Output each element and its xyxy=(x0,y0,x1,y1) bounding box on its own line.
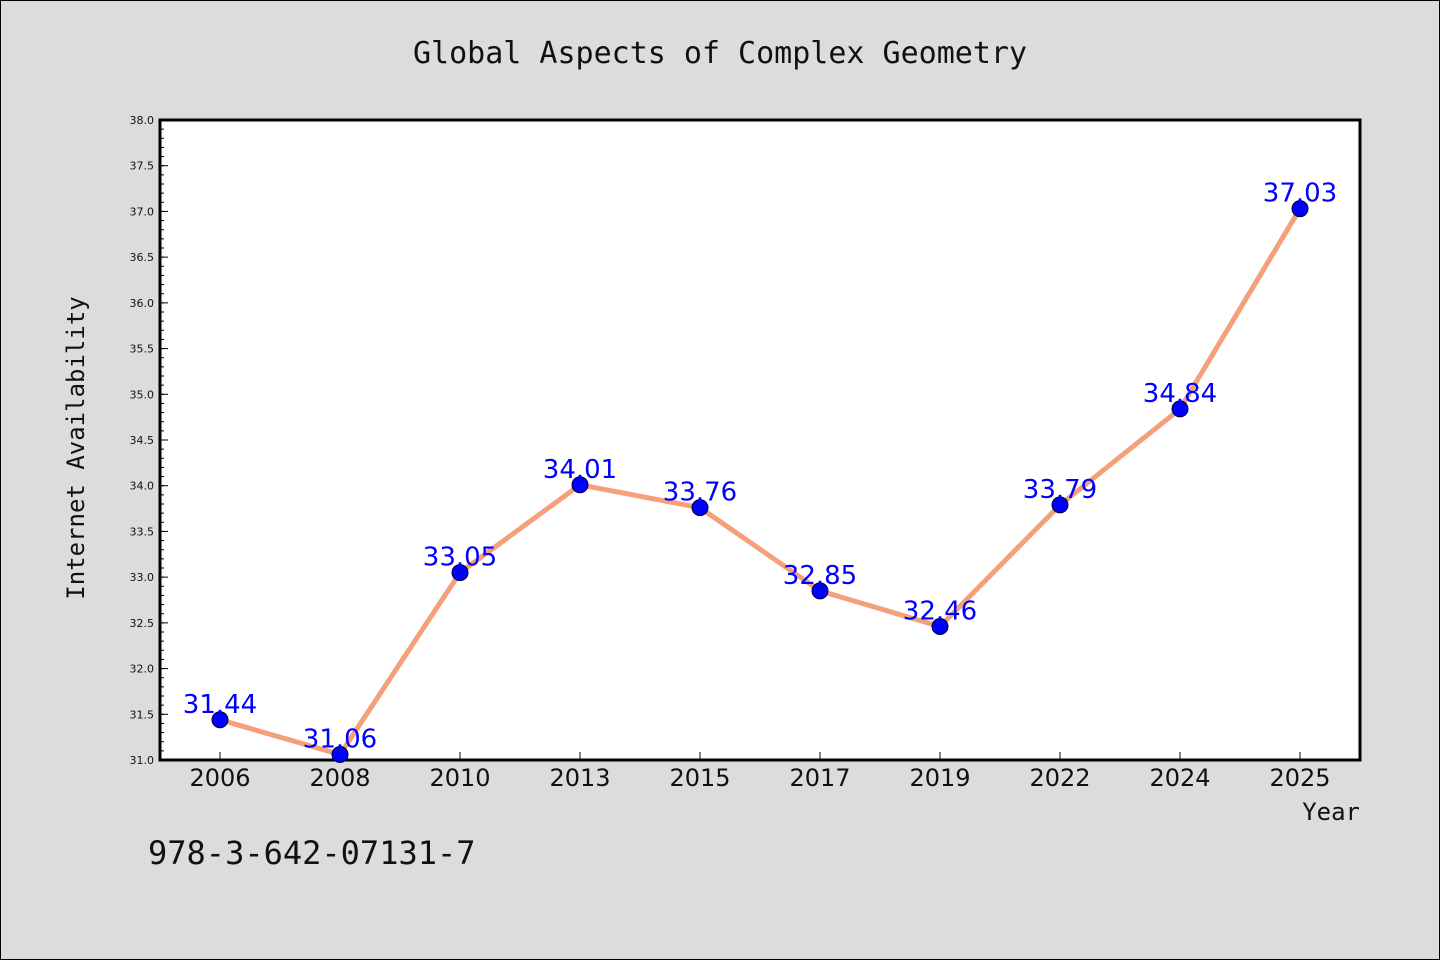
x-tick-label: 2019 xyxy=(909,764,970,792)
x-tick-label: 2015 xyxy=(669,764,730,792)
data-point xyxy=(1171,400,1189,418)
data-label: 33.76 xyxy=(663,478,737,508)
data-label: 31.06 xyxy=(303,725,377,755)
y-tick-label: 35.0 xyxy=(130,388,155,401)
x-tick-label: 2008 xyxy=(309,764,370,792)
chart-title: Global Aspects of Complex Geometry xyxy=(413,36,1027,71)
x-axis-label: Year xyxy=(1302,798,1360,826)
y-tick-label: 32.5 xyxy=(130,617,155,630)
x-axis: 2006 2008 2010 2013 2015 2017 2019 2022 2024 2025 xyxy=(189,752,1331,792)
series-line xyxy=(219,207,1303,758)
data-point xyxy=(1051,496,1069,514)
data-point xyxy=(211,711,229,729)
x-tick-label: 2010 xyxy=(429,764,490,792)
plot-area xyxy=(158,118,1362,762)
footnote-isbn: 978-3-642-07131-7 xyxy=(148,834,476,872)
y-tick-label: 33.0 xyxy=(130,571,155,584)
y-tick-label: 34.5 xyxy=(130,434,155,447)
x-tick-label: 2024 xyxy=(1149,764,1210,792)
data-point xyxy=(571,476,589,494)
data-label: 34.01 xyxy=(543,455,617,485)
data-label: 31.44 xyxy=(183,690,257,720)
y-tick-label: 36.0 xyxy=(130,297,155,310)
data-label: 32.46 xyxy=(903,597,977,627)
y-tick-label: 34.0 xyxy=(130,480,155,493)
data-point xyxy=(811,582,829,600)
x-tick-label: 2022 xyxy=(1029,764,1090,792)
data-label: 33.05 xyxy=(423,543,497,573)
x-tick-label: 2025 xyxy=(1269,764,1330,792)
y-tick-label: 32.0 xyxy=(130,663,155,676)
data-label: 33.79 xyxy=(1023,475,1097,505)
data-point xyxy=(931,618,949,636)
data-point xyxy=(1291,200,1309,218)
y-tick-label: 36.5 xyxy=(130,251,155,264)
y-tick-label: 35.5 xyxy=(130,343,155,356)
y-tick-label: 38.0 xyxy=(130,114,155,127)
series-markers xyxy=(211,200,1309,764)
y-axis: 31.0 31.5 32.0 32.5 33.0 33.5 34.0 34.5 35.0 35.5… xyxy=(130,114,168,767)
data-point xyxy=(331,746,349,764)
data-point xyxy=(691,499,709,517)
x-tick-label: 2017 xyxy=(789,764,850,792)
y-tick-label: 33.5 xyxy=(130,525,155,538)
data-label: 34.84 xyxy=(1143,379,1217,409)
y-tick-label: 31.5 xyxy=(130,708,155,721)
data-label: 32.85 xyxy=(783,561,857,591)
y-tick-label: 37.5 xyxy=(130,160,155,173)
y-tick-label: 37.0 xyxy=(130,205,155,218)
data-label: 37.03 xyxy=(1263,179,1337,209)
data-point xyxy=(451,564,469,582)
data-labels: 31.44 31.06 33.05 34.01 33.76 32.85 32.46 33.79… xyxy=(183,179,1337,755)
x-tick-label: 2013 xyxy=(549,764,610,792)
x-tick-label: 2006 xyxy=(189,764,250,792)
y-axis-label: Internet Availability xyxy=(62,296,90,599)
y-tick-label: 31.0 xyxy=(130,754,155,767)
